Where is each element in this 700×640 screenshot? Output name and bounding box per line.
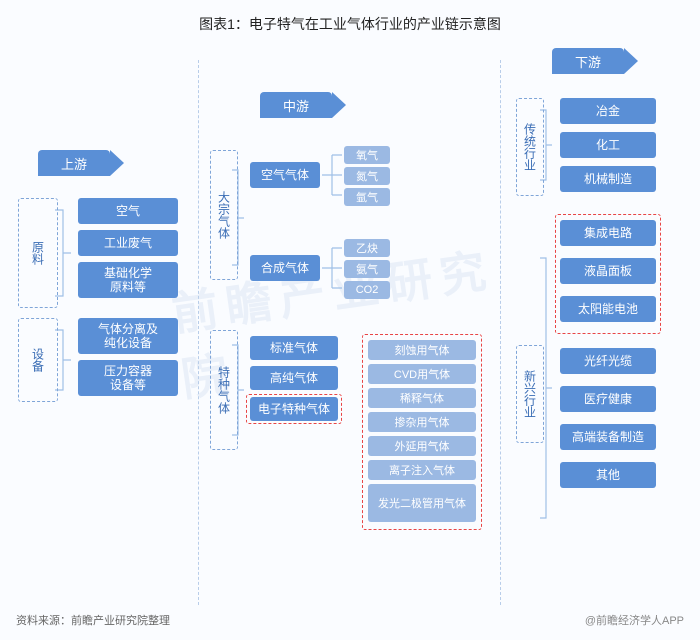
mid-cat1-b: 合成气体 — [250, 255, 320, 281]
header-midstream: 中游 — [260, 92, 332, 118]
source-line: 资料来源：前瞻产业研究院整理 — [16, 612, 170, 628]
mid-cat1-label: 大宗气体 — [211, 151, 237, 279]
down-cat2-hl-2: 太阳能电池 — [560, 296, 656, 322]
upstream-raw-item-1: 工业废气 — [78, 230, 178, 256]
mid-cat2-item-1: 高纯气体 — [250, 366, 338, 390]
header-upstream: 上游 — [38, 150, 110, 176]
mid-cat1: 大宗气体 — [210, 150, 238, 280]
down-cat1-item-2: 机械制造 — [560, 166, 656, 192]
upstream-group-raw: 原料 — [18, 198, 58, 308]
mid-cat1-a-sub-1: 氮气 — [344, 167, 390, 185]
mid-cat2-sub-0: 刻蚀用气体 — [368, 340, 476, 360]
upstream-raw-label: 原料 — [19, 199, 57, 307]
source-text: 前瞻产业研究院整理 — [71, 615, 170, 627]
mid-cat1-b-sub-0: 乙炔 — [344, 239, 390, 257]
down-cat2-rest-2: 高端装备制造 — [560, 424, 656, 450]
upstream-group-equip: 设备 — [18, 318, 58, 402]
down-cat2-label: 新兴行业 — [517, 346, 543, 442]
mid-cat2-label: 特种气体 — [211, 331, 237, 449]
down-cat2: 新兴行业 — [516, 345, 544, 443]
mid-cat2-sub-2: 稀释气体 — [368, 388, 476, 408]
source-label: 资料来源： — [16, 615, 71, 627]
divider-2 — [500, 60, 501, 605]
upstream-equip-item-1: 压力容器 设备等 — [78, 360, 178, 396]
mid-cat1-a-sub-2: 氩气 — [344, 188, 390, 206]
app-credit: @前瞻经济学人APP — [585, 612, 684, 628]
mid-cat2-sub-4: 外延用气体 — [368, 436, 476, 456]
mid-cat2-sub-1: CVD用气体 — [368, 364, 476, 384]
mid-cat1-b-sub-2: CO2 — [344, 281, 390, 299]
upstream-equip-item-0: 气体分离及 纯化设备 — [78, 318, 178, 354]
chart-title: 图表1：电子特气在工业气体行业的产业链示意图 — [0, 14, 700, 34]
divider-1 — [198, 60, 199, 605]
down-cat1: 传统行业 — [516, 98, 544, 196]
mid-cat2-item-2: 电子特种气体 — [250, 397, 338, 421]
mid-cat2: 特种气体 — [210, 330, 238, 450]
down-cat1-item-1: 化工 — [560, 132, 656, 158]
mid-cat2-sub-3: 掺杂用气体 — [368, 412, 476, 432]
down-cat2-rest-1: 医疗健康 — [560, 386, 656, 412]
down-cat2-rest-3: 其他 — [560, 462, 656, 488]
upstream-raw-item-0: 空气 — [78, 198, 178, 224]
mid-cat1-b-sub-1: 氨气 — [344, 260, 390, 278]
header-downstream: 下游 — [552, 48, 624, 74]
down-cat2-hl-1: 液晶面板 — [560, 258, 656, 284]
mid-cat2-sub-6: 发光二极管用气体 — [368, 484, 476, 522]
down-cat1-label: 传统行业 — [517, 99, 543, 195]
upstream-equip-label: 设备 — [19, 319, 57, 401]
down-cat1-item-0: 冶金 — [560, 98, 656, 124]
upstream-raw-item-2: 基础化学 原料等 — [78, 262, 178, 298]
mid-cat1-a-sub-0: 氧气 — [344, 146, 390, 164]
mid-cat2-sub-5: 离子注入气体 — [368, 460, 476, 480]
mid-cat2-item-0: 标准气体 — [250, 336, 338, 360]
mid-cat1-a: 空气气体 — [250, 162, 320, 188]
down-cat2-hl-0: 集成电路 — [560, 220, 656, 246]
down-cat2-rest-0: 光纤光缆 — [560, 348, 656, 374]
